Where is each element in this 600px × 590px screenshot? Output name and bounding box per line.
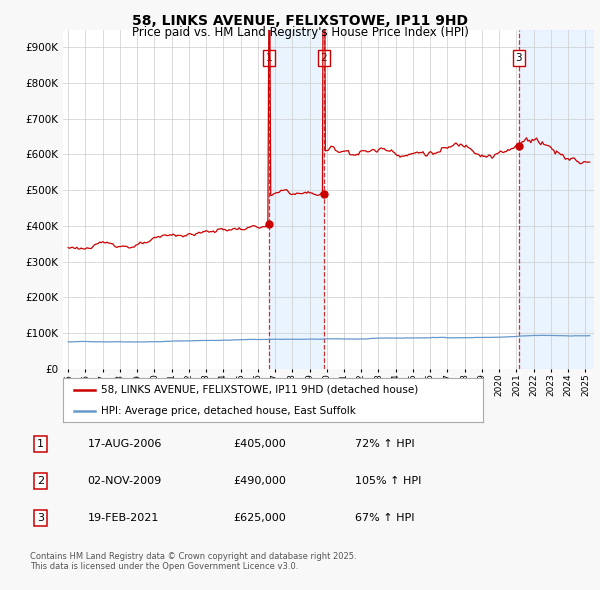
Text: 17-AUG-2006: 17-AUG-2006 — [88, 439, 162, 449]
Text: 19-FEB-2021: 19-FEB-2021 — [88, 513, 159, 523]
Text: £625,000: £625,000 — [234, 513, 287, 523]
Text: £490,000: £490,000 — [234, 476, 287, 486]
Text: 02-NOV-2009: 02-NOV-2009 — [88, 476, 162, 486]
Text: 105% ↑ HPI: 105% ↑ HPI — [355, 476, 422, 486]
Text: 1: 1 — [37, 439, 44, 449]
Text: 58, LINKS AVENUE, FELIXSTOWE, IP11 9HD: 58, LINKS AVENUE, FELIXSTOWE, IP11 9HD — [132, 14, 468, 28]
Text: £405,000: £405,000 — [234, 439, 287, 449]
Text: 2: 2 — [321, 53, 328, 63]
Text: 3: 3 — [515, 53, 522, 63]
Text: 72% ↑ HPI: 72% ↑ HPI — [355, 439, 415, 449]
Text: 58, LINKS AVENUE, FELIXSTOWE, IP11 9HD (detached house): 58, LINKS AVENUE, FELIXSTOWE, IP11 9HD (… — [101, 385, 418, 395]
Text: Contains HM Land Registry data © Crown copyright and database right 2025.
This d: Contains HM Land Registry data © Crown c… — [30, 552, 356, 571]
Text: 3: 3 — [37, 513, 44, 523]
Text: HPI: Average price, detached house, East Suffolk: HPI: Average price, detached house, East… — [101, 406, 356, 416]
Text: 2: 2 — [37, 476, 44, 486]
Text: 1: 1 — [265, 53, 272, 63]
Bar — [518, 30, 594, 369]
Bar — [269, 30, 324, 369]
Text: 67% ↑ HPI: 67% ↑ HPI — [355, 513, 415, 523]
Text: Price paid vs. HM Land Registry's House Price Index (HPI): Price paid vs. HM Land Registry's House … — [131, 26, 469, 39]
